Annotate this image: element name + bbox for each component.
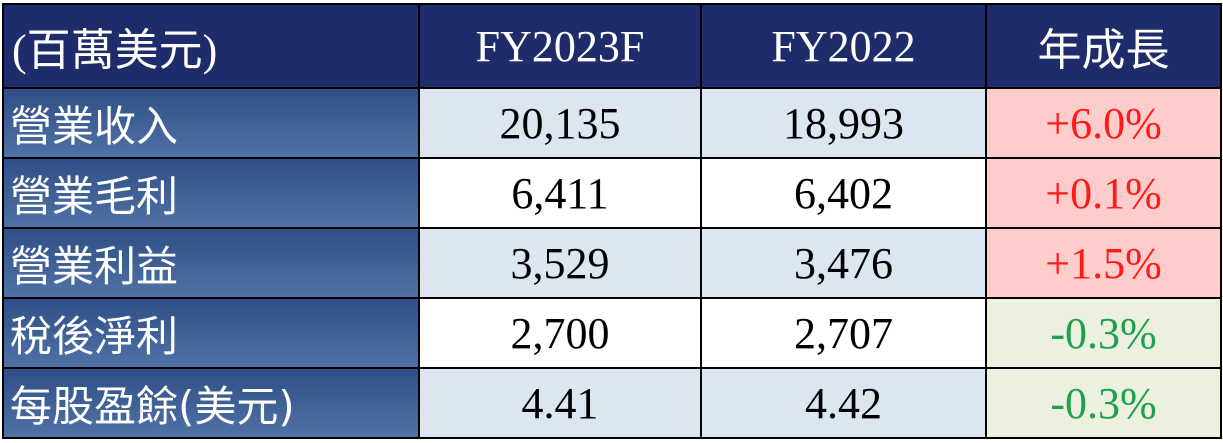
value-cell: 3,529: [418, 227, 702, 299]
header-cell: (百萬美元): [2, 3, 420, 89]
value-cell: 6,402: [700, 157, 987, 229]
table-row: 營業收入 20,135 18,993 +6.0%: [2, 87, 1222, 159]
table-row: 營業毛利 6,411 6,402 +0.1%: [2, 157, 1222, 229]
growth-cell: -0.3%: [985, 297, 1222, 369]
page: (百萬美元) FY2023F FY2022 年成長 營業收入 20,135 18,993 +…: [0, 3, 1223, 443]
value-cell: 18,993: [700, 87, 987, 159]
growth-cell: +0.1%: [985, 157, 1222, 229]
value-cell: 2,700: [418, 297, 702, 369]
growth-cell: -0.3%: [985, 367, 1222, 439]
row-label: 每股盈餘(美元): [2, 367, 420, 439]
row-label: 營業利益: [2, 227, 420, 299]
value-cell: 2,707: [700, 297, 987, 369]
header-cell: FY2022: [700, 3, 987, 89]
value-cell: 20,135: [418, 87, 702, 159]
header-cell: 年成長: [985, 3, 1222, 89]
row-label: 稅後淨利: [2, 297, 420, 369]
value-cell: 6,411: [418, 157, 702, 229]
table-row: 稅後淨利 2,700 2,707 -0.3%: [2, 297, 1222, 369]
table-body: 營業收入 20,135 18,993 +6.0% 營業毛利 6,411 6,402 +0.1%…: [2, 87, 1222, 439]
row-label: 營業收入: [2, 87, 420, 159]
row-label: 營業毛利: [2, 157, 420, 229]
growth-cell: +1.5%: [985, 227, 1222, 299]
table-row: 每股盈餘(美元) 4.41 4.42 -0.3%: [2, 367, 1222, 439]
growth-cell: +6.0%: [985, 87, 1222, 159]
header-row: (百萬美元) FY2023F FY2022 年成長: [2, 3, 1222, 89]
financial-table: (百萬美元) FY2023F FY2022 年成長 營業收入 20,135 18,993 +…: [2, 3, 1222, 439]
value-cell: 3,476: [700, 227, 987, 299]
table-row: 營業利益 3,529 3,476 +1.5%: [2, 227, 1222, 299]
header-cell: FY2023F: [418, 3, 702, 89]
value-cell: 4.42: [700, 367, 987, 439]
value-cell: 4.41: [418, 367, 702, 439]
